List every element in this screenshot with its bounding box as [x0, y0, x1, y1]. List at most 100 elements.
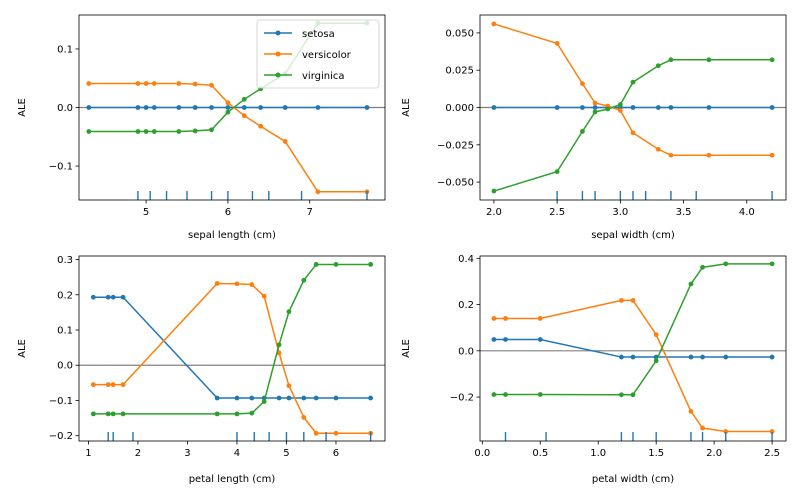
series-line-versicolor	[493, 299, 773, 433]
data-point-versicolor	[700, 425, 705, 431]
data-point-virginica	[723, 261, 729, 267]
series-line-virginica	[493, 263, 773, 396]
y-tick-label: 0.000	[445, 103, 474, 114]
data-point-virginica	[120, 411, 126, 417]
x-tick-label: 5	[283, 448, 289, 459]
axes-frame	[78, 255, 386, 442]
data-point-setosa	[301, 395, 307, 401]
x-tick-label: 4	[234, 448, 240, 459]
data-point-versicolor	[301, 414, 307, 420]
data-point-setosa	[668, 105, 674, 110]
data-point-setosa	[619, 354, 624, 360]
data-point-versicolor	[90, 382, 96, 388]
data-point-virginica	[261, 399, 267, 404]
data-point-versicolor	[655, 146, 661, 152]
data-point-versicolor	[176, 81, 182, 86]
data-point-setosa	[630, 354, 636, 360]
data-point-setosa	[209, 105, 214, 110]
x-tick-label: 3.5	[676, 207, 692, 218]
data-point-versicolor	[706, 152, 712, 158]
y-axis-label: ALE	[17, 339, 28, 358]
y-tick-label: −0.1	[49, 396, 73, 407]
data-point-setosa	[105, 294, 111, 300]
data-point-setosa	[282, 105, 288, 110]
data-point-setosa	[120, 294, 126, 300]
data-point-setosa	[258, 105, 264, 110]
data-point-setosa	[135, 105, 141, 110]
panel-sepal-width: 2.0 2.5 3.0 3.5 4.0 −0.050 −0.025 0.000 0.025 0.0…	[401, 14, 787, 241]
x-tick-label: 7	[307, 207, 313, 218]
data-point-versicolor	[617, 108, 623, 113]
x-tick-label: 1.0	[590, 448, 606, 459]
data-point-virginica	[769, 261, 775, 267]
x-tick-label: 2.5	[764, 448, 780, 459]
data-point-virginica	[655, 63, 661, 69]
panel-petal-width: 0.0 0.5 1.0 1.5 2.0 2.5 −0.2 0.0 0.2 0.4 petal wi…	[401, 254, 787, 485]
y-tick-label: 0.4	[458, 254, 474, 265]
data-point-setosa	[580, 105, 585, 110]
y-tick-label: 0.2	[57, 290, 73, 301]
x-tick-label: 2.5	[549, 207, 565, 218]
data-point-virginica	[301, 277, 307, 283]
data-point-virginica	[688, 281, 694, 287]
data-point-versicolor	[241, 113, 247, 119]
data-point-versicolor	[653, 332, 659, 338]
data-point-virginica	[668, 57, 674, 63]
data-point-virginica	[491, 392, 497, 397]
y-axis-label: ALE	[401, 98, 412, 117]
data-point-setosa	[554, 105, 560, 110]
data-point-versicolor	[135, 81, 141, 86]
data-point-setosa	[592, 105, 598, 110]
data-point-virginica	[110, 411, 116, 417]
data-point-virginica	[368, 262, 374, 267]
data-point-setosa	[286, 395, 292, 401]
data-point-virginica	[249, 410, 255, 416]
legend-marker-setosa	[275, 30, 281, 36]
legend-marker-virginica	[275, 72, 281, 78]
data-point-setosa	[700, 354, 705, 360]
data-point-versicolor	[120, 382, 126, 388]
data-point-virginica	[143, 129, 149, 134]
y-tick-label: 0.1	[57, 44, 73, 55]
data-point-virginica	[105, 411, 111, 417]
y-tick-label: 0.050	[445, 28, 474, 39]
data-point-virginica	[286, 309, 292, 315]
data-point-versicolor	[192, 81, 198, 87]
data-point-setosa	[249, 395, 255, 401]
data-point-virginica	[225, 109, 231, 115]
data-point-versicolor	[105, 382, 111, 388]
data-point-versicolor	[688, 409, 694, 414]
series-line-versicolor	[88, 82, 367, 193]
data-point-versicolor	[723, 429, 729, 434]
legend-entry-versicolor: versicolor	[264, 50, 352, 61]
data-point-setosa	[86, 105, 92, 110]
series-line-setosa	[93, 296, 371, 399]
y-tick-label: 0.2	[458, 300, 474, 311]
y-tick-label: −0.1	[49, 162, 73, 173]
data-point-versicolor	[209, 82, 214, 88]
data-point-virginica	[619, 392, 624, 398]
data-point-virginica	[151, 129, 157, 134]
y-tick-label: 0.3	[57, 255, 73, 266]
data-point-setosa	[769, 354, 775, 360]
data-point-virginica	[769, 57, 775, 63]
data-point-versicolor	[225, 100, 231, 106]
data-point-setosa	[723, 354, 729, 360]
data-point-versicolor	[630, 130, 636, 136]
data-point-setosa	[110, 294, 116, 300]
data-point-virginica	[234, 411, 240, 417]
data-point-versicolor	[769, 152, 775, 158]
legend-box	[256, 19, 380, 89]
data-point-virginica	[90, 411, 96, 417]
data-point-virginica	[617, 102, 623, 107]
data-point-versicolor	[619, 298, 624, 303]
x-tick-label: 0.5	[532, 448, 548, 459]
data-point-virginica	[653, 358, 659, 364]
data-point-virginica	[209, 127, 214, 133]
legend-entry-virginica: virginica	[264, 71, 345, 82]
data-point-virginica	[605, 106, 611, 112]
y-axis-label: ALE	[401, 339, 412, 358]
data-point-setosa	[364, 105, 370, 110]
series-line-virginica	[93, 263, 371, 415]
x-tick-label: 0.0	[474, 448, 490, 459]
